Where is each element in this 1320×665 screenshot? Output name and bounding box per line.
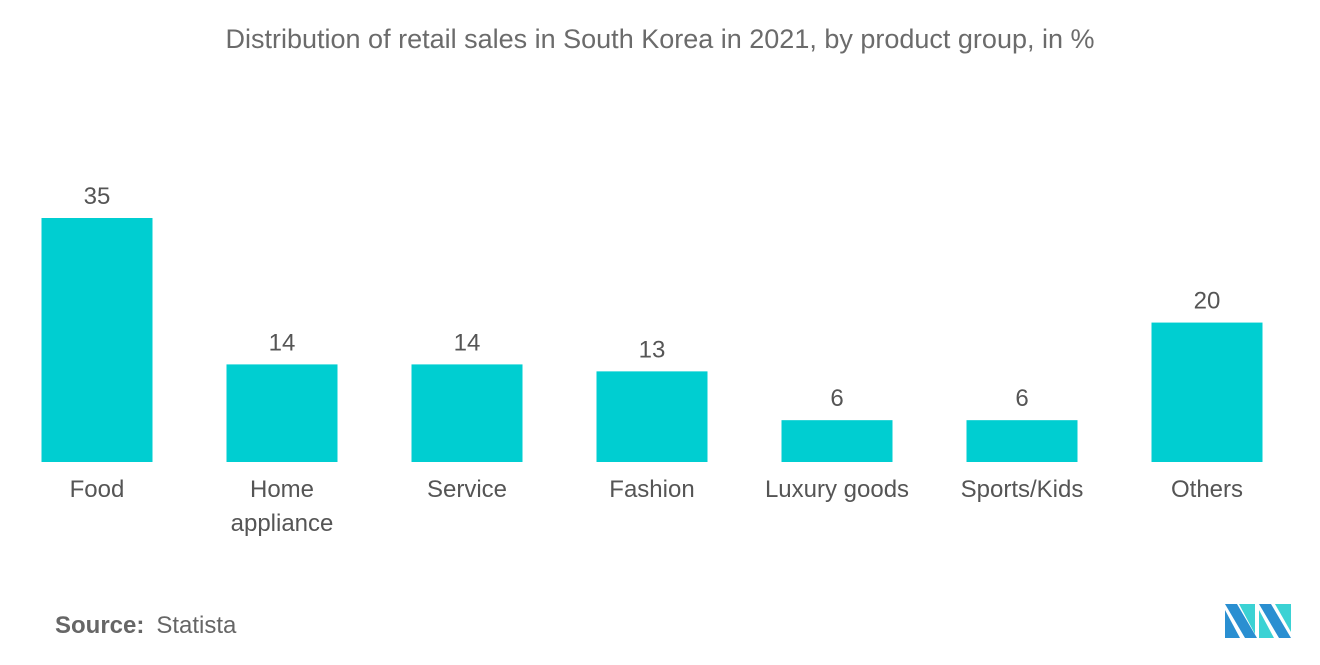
bar-0 (41, 218, 153, 462)
category-label: Fashion (609, 476, 694, 503)
data-label: 14 (454, 329, 481, 356)
mordor-logo-icon (1225, 604, 1291, 638)
data-label: 6 (1015, 385, 1028, 412)
category-label: Food (70, 476, 125, 503)
source-label: Source: (55, 612, 145, 639)
chart-title: Distribution of retail sales in South Ko… (225, 24, 1095, 54)
data-label: 6 (830, 385, 843, 412)
source-note: Source: Statista (55, 612, 236, 640)
data-label: 14 (269, 329, 296, 356)
bar-4 (781, 420, 893, 462)
category-label: Service (427, 476, 507, 503)
bar-2 (411, 364, 523, 462)
bar-chart: 35 Food 14 Home appliance 14 Service 13 Fashion 6… (41, 183, 1263, 537)
bar-6 (1151, 322, 1263, 462)
bar-1 (226, 364, 338, 462)
data-label: 20 (1194, 288, 1221, 315)
data-label: 35 (84, 183, 111, 210)
category-label: Sports/Kids (961, 476, 1084, 503)
source-value: Statista (156, 612, 237, 639)
data-label: 13 (639, 336, 666, 363)
category-label: Home (250, 476, 314, 503)
category-label: Luxury goods (765, 476, 909, 503)
bar-3 (596, 371, 708, 462)
category-label: Others (1171, 476, 1243, 503)
bar-5 (966, 420, 1078, 462)
category-label: appliance (231, 510, 334, 537)
